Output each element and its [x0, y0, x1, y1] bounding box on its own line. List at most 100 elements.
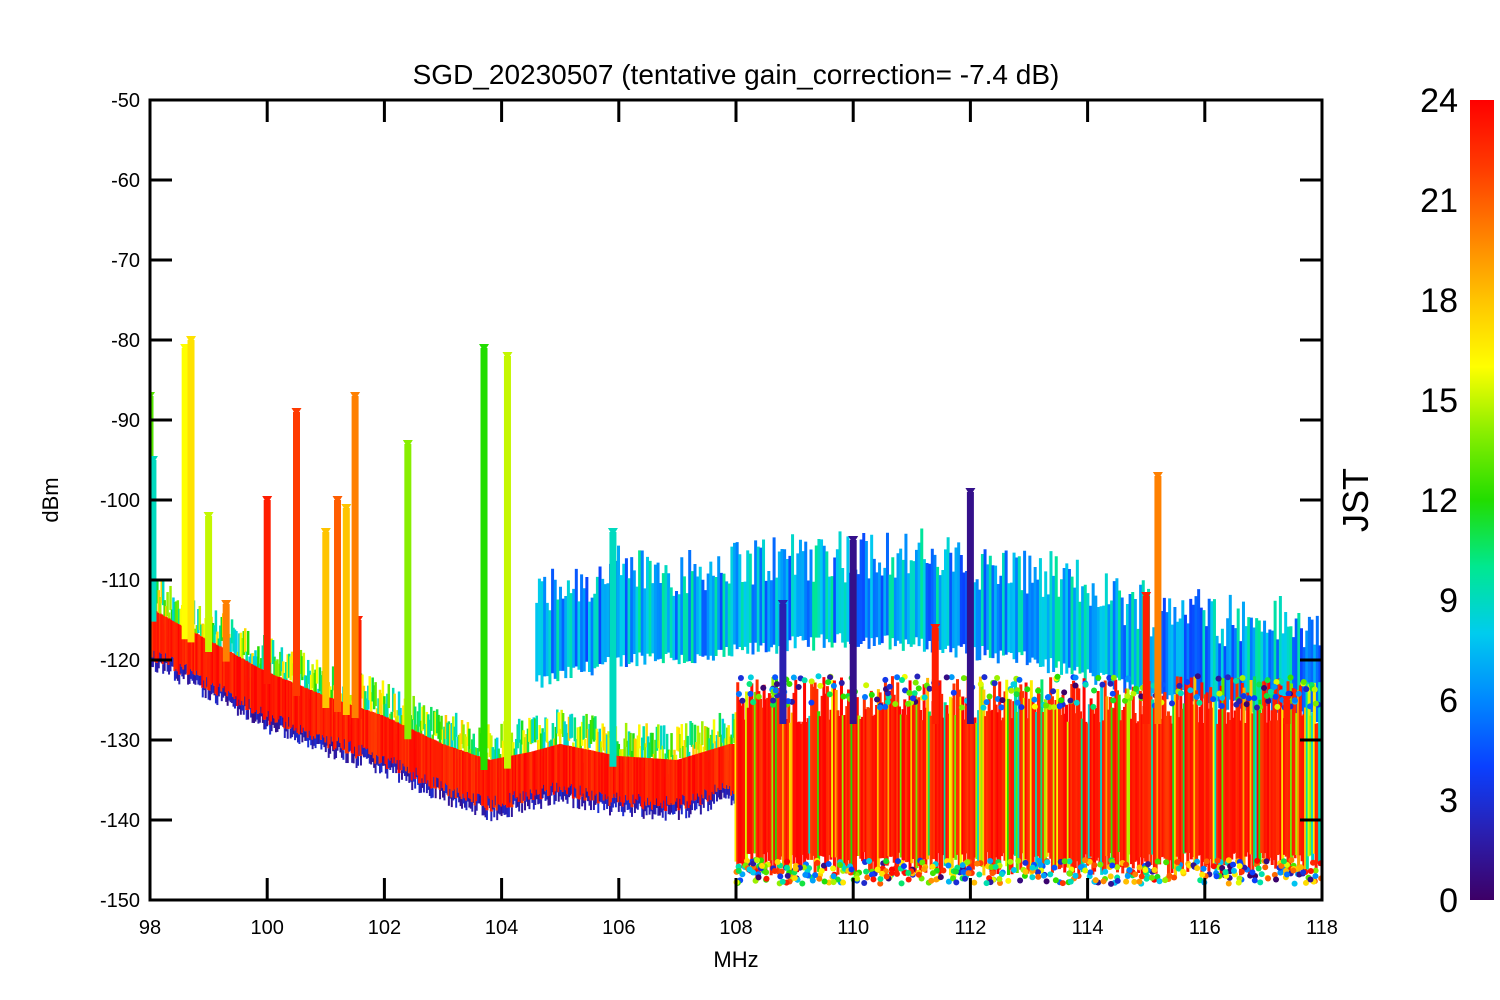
wideband-high-point	[1168, 700, 1175, 707]
wideband-high-point	[1072, 674, 1079, 681]
wideband-low-point	[900, 863, 907, 870]
wideband-low-point	[921, 866, 928, 873]
wideband-high-point	[1307, 703, 1314, 710]
wideband-high-point	[739, 697, 746, 704]
wideband-low-point	[1136, 878, 1143, 885]
x-tick-label: 104	[485, 917, 518, 939]
wideband-low-point	[1302, 879, 1309, 886]
wideband-high-point	[827, 674, 834, 681]
wideband-low-point	[816, 875, 823, 882]
wideband-high-point	[906, 689, 913, 696]
wideband-high-point	[1187, 687, 1194, 694]
wideband-low-point	[784, 858, 791, 865]
wideband-high-point	[1054, 673, 1061, 680]
spike-top-point	[350, 392, 361, 400]
wideband-high-point	[1263, 692, 1270, 699]
wideband-low-point	[1236, 863, 1243, 870]
wideband-high-point	[1121, 697, 1128, 704]
wideband-high-point	[886, 683, 893, 690]
wideband-high-point	[1277, 678, 1284, 685]
wideband-low-point	[1271, 871, 1278, 878]
spike-top-point	[402, 440, 413, 448]
wideband-low-point	[1297, 864, 1304, 871]
wideband-low-point	[1066, 858, 1073, 865]
colorbar-tick-label: 15	[1420, 382, 1458, 420]
wideband-high-point	[838, 680, 845, 687]
spike-top-point	[186, 336, 197, 344]
wideband-low-point	[1312, 873, 1319, 880]
wideband-high-point	[1018, 704, 1025, 711]
wideband-low-point	[929, 863, 936, 870]
wideband-low-point	[746, 866, 753, 873]
wideband-low-point	[950, 875, 957, 882]
wideband-low-point	[1035, 873, 1042, 880]
wideband-high-point	[991, 680, 998, 687]
wideband-high-point	[998, 704, 1005, 711]
colorbar-gradient	[1470, 100, 1494, 900]
wideband-high-point	[999, 697, 1006, 704]
wideband-low-point	[965, 870, 972, 877]
wideband-high-point	[770, 701, 777, 708]
spike-top-point	[502, 352, 513, 360]
wideband-high-point	[1056, 703, 1063, 710]
wideband-low-point	[840, 879, 847, 886]
wideband-low-point	[952, 868, 959, 875]
wideband-high-point	[825, 679, 832, 686]
wideband-low-point	[771, 867, 778, 874]
wideband-high-point	[1067, 697, 1074, 704]
wideband-high-point	[826, 691, 833, 698]
y-tick-label: -130	[100, 730, 140, 752]
wideband-low-point	[1136, 864, 1143, 871]
wideband-low-point	[928, 877, 935, 884]
plot-axes: 98 100 102 104 106 108 110 112 114 116 118 -50 -60 -7…	[100, 90, 1338, 939]
wideband-low-point	[987, 857, 994, 864]
wideband-high-point	[909, 695, 916, 702]
wideband-low-point	[1102, 868, 1109, 875]
wideband-low-point	[1029, 874, 1036, 881]
spike-top-point	[479, 344, 490, 352]
wideband-low-point	[1288, 857, 1295, 864]
wideband-low-point	[895, 858, 902, 865]
wideband-low-point	[1278, 862, 1285, 869]
wideband-high-point	[986, 693, 993, 700]
wideband-low-point	[821, 878, 828, 885]
wideband-low-point	[1307, 876, 1314, 883]
y-tick-label: -80	[111, 330, 140, 352]
spike-top-point	[320, 528, 331, 536]
wideband-low-point	[1258, 871, 1265, 878]
wideband-low-point	[1210, 863, 1217, 870]
wideband-high-point	[1176, 682, 1183, 689]
wideband-high-point	[830, 682, 837, 689]
wideband-low-point	[1123, 878, 1130, 885]
wideband-high-point	[1010, 681, 1017, 688]
wideband-low-point	[1066, 870, 1073, 877]
wideband-low-point	[1100, 878, 1107, 885]
wideband-high-point	[1236, 698, 1243, 705]
wideband-low-point	[1254, 857, 1261, 864]
y-tick-label: -150	[100, 890, 140, 912]
wideband-high-point	[1099, 681, 1106, 688]
x-tick-label: 106	[602, 917, 635, 939]
y-tick-label: -70	[111, 250, 140, 272]
wideband-high-point	[1245, 695, 1252, 702]
wideband-high-point	[882, 676, 889, 683]
wideband-high-point	[817, 682, 824, 689]
colorbar-tick-label: 3	[1439, 782, 1458, 820]
spike-top-point	[965, 488, 976, 496]
wideband-low-point	[1086, 858, 1093, 865]
plot-marks	[150, 336, 1322, 887]
wideband-low-point	[777, 873, 784, 880]
wideband-series	[733, 673, 1322, 887]
wideband-high-point	[750, 699, 757, 706]
y-tick-label: -50	[111, 90, 140, 112]
wideband-high-point	[755, 693, 762, 700]
wideband-high-point	[1177, 690, 1184, 697]
wideband-low-point	[888, 870, 895, 877]
wideband-low-point	[919, 859, 926, 866]
wideband-high-point	[877, 704, 884, 711]
wideband-low-point	[1166, 872, 1173, 879]
wideband-low-point	[964, 859, 971, 866]
x-tick-label: 100	[251, 917, 284, 939]
wideband-low-point	[1123, 861, 1130, 868]
y-tick-label: -90	[111, 410, 140, 432]
